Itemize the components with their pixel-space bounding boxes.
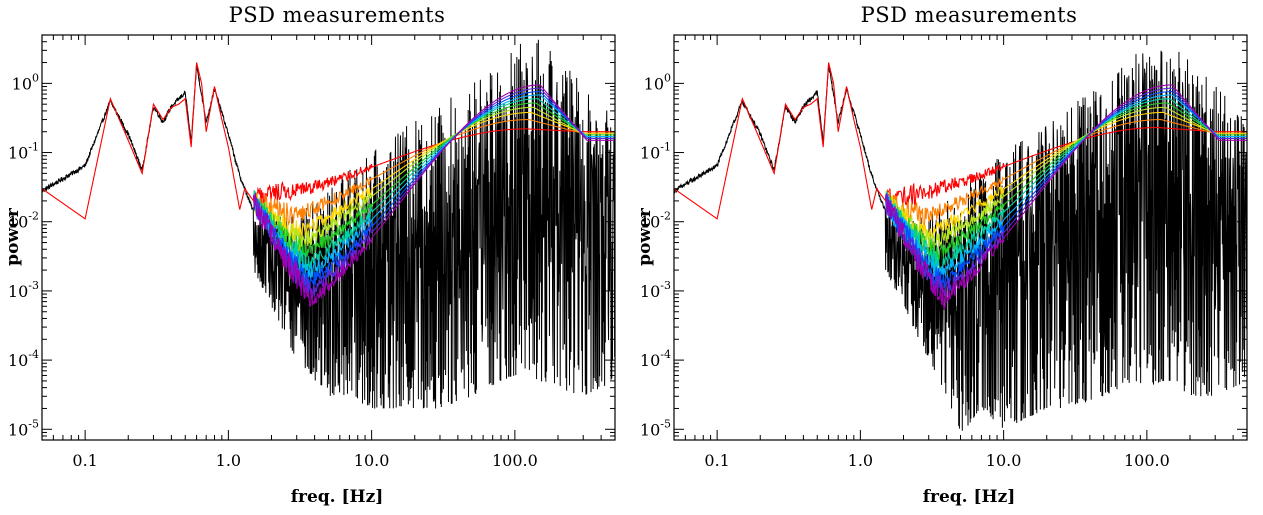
y-tick-label: 10-3 [8, 279, 39, 301]
y-tick-label: 10-3 [640, 279, 671, 301]
model-fit-line [253, 87, 615, 301]
chart-title: PSD measurements [229, 3, 446, 27]
y-tick-label: 10-2 [8, 210, 39, 232]
x-tick-label: 100.0 [1124, 451, 1170, 470]
raw-psd-trace [674, 50, 1247, 431]
model-fit-line [253, 118, 615, 226]
x-tick-label: 10.0 [354, 451, 390, 470]
model-fit-line [253, 106, 615, 253]
x-tick-label: 0.1 [704, 451, 729, 470]
chart-title: PSD measurements [861, 3, 1078, 27]
model-fit-line [885, 91, 1247, 290]
psd-chart-right-svg: PSD measurements freq. [Hz] power 0.1 1.0… [635, 3, 1248, 507]
model-fit-line [885, 102, 1247, 264]
plot-area [42, 39, 615, 409]
model-fit-line [253, 94, 615, 281]
model-fit-line [885, 84, 1247, 311]
y-tick-label: 10-5 [640, 417, 671, 439]
model-fit-line [885, 126, 1247, 207]
y-tick-label: 100 [644, 71, 671, 93]
lowfreq-fit-line [674, 62, 887, 220]
x-axis-title: freq. [Hz] [923, 487, 1016, 507]
model-fit-line [885, 98, 1247, 272]
model-fit-line [885, 106, 1247, 251]
x-axis-title: freq. [Hz] [291, 487, 384, 507]
y-axis-ticks [42, 34, 615, 441]
y-axis-ticks [674, 34, 1247, 441]
psd-chart-right: PSD measurements freq. [Hz] power 0.1 1.0… [632, 0, 1263, 515]
y-axis-title: power [635, 207, 655, 266]
y-tick-label: 10-2 [640, 210, 671, 232]
psd-chart-left: PSD measurements freq. [Hz] power 0.1 1.0… [3, 3, 616, 507]
y-axis-title: power [3, 207, 23, 266]
x-tick-label: 10.0 [986, 451, 1022, 470]
x-tick-label: 0.1 [72, 451, 97, 470]
y-tick-label: 10-1 [640, 141, 671, 163]
y-tick-label: 10-1 [8, 141, 39, 163]
lowfreq-fit-line [42, 62, 255, 220]
plot-area [674, 50, 1247, 431]
x-tick-label: 1.0 [848, 451, 873, 470]
x-tick-label: 100.0 [492, 451, 538, 470]
model-fit-line [253, 91, 615, 290]
model-fit-line [253, 84, 615, 308]
x-tick-label: 1.0 [216, 451, 241, 470]
y-tick-label: 10-5 [8, 417, 39, 439]
y-tick-label: 100 [12, 71, 39, 93]
model-fit-line [885, 118, 1247, 229]
model-fit-line [885, 111, 1247, 239]
y-tick-label: 10-4 [8, 348, 39, 370]
model-fit-line [253, 102, 615, 258]
model-fit-line [253, 111, 615, 240]
y-tick-label: 10-4 [640, 348, 671, 370]
raw-psd-trace [42, 39, 615, 409]
psd-chart-left-svg: PSD measurements freq. [Hz] power 0.1 1.0… [3, 3, 616, 507]
x-axis-ticks [41, 35, 616, 440]
model-fit-line [885, 94, 1247, 282]
model-fit-line [253, 98, 615, 271]
